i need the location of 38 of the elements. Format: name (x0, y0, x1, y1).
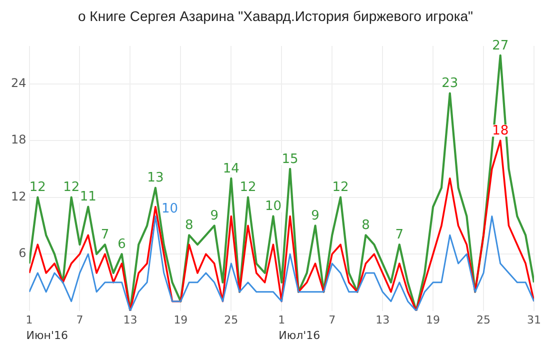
data-label: 7 (395, 227, 404, 242)
data-label: 9 (210, 208, 218, 224)
data-label: 10 (161, 202, 178, 217)
text: Июл'16 (278, 329, 320, 342)
data-label: 14 (222, 161, 240, 176)
y-tick-label: 18 (10, 132, 26, 147)
x-tick-label: 7 (76, 313, 84, 326)
data-label: 7 (100, 227, 110, 242)
x-tick-label: 19 (174, 313, 188, 326)
y-tick-label: 6 (18, 246, 26, 260)
data-label: 9 (311, 208, 320, 224)
x-tick-label: 13 (123, 313, 138, 326)
x-tick-label: 7 (328, 313, 336, 326)
data-label: 27 (492, 38, 509, 54)
x-tick-label: 1 (26, 313, 33, 326)
data-label: 23 (442, 76, 458, 92)
data-label: 6 (118, 236, 126, 252)
data-label: 12 (240, 180, 256, 196)
data-label: 18 (492, 123, 509, 138)
data-label: 13 (147, 170, 164, 186)
data-label: 12 (29, 180, 46, 196)
chart-title: о Книге Сергея Азарина "Хавард.История биржевого игрока" (77, 8, 474, 26)
y-tick-label: 24 (10, 76, 26, 90)
data-label: 8 (184, 218, 194, 234)
text: Июн'16 (26, 329, 68, 342)
y-tick-label: 12 (10, 189, 26, 204)
x-tick-label: 19 (426, 313, 440, 326)
data-label: 12 (332, 180, 349, 196)
data-label: 12 (63, 180, 80, 196)
x-tick-label: 25 (476, 313, 491, 326)
data-label: 10 (264, 199, 282, 214)
x-tick-label: 31 (527, 313, 541, 326)
data-label: 11 (80, 190, 96, 205)
data-label: 15 (282, 152, 298, 167)
x-tick-label: 1 (278, 313, 286, 326)
x-tick-label: 25 (224, 313, 238, 326)
x-tick-label: 13 (376, 313, 390, 326)
data-label: 8 (362, 218, 370, 234)
